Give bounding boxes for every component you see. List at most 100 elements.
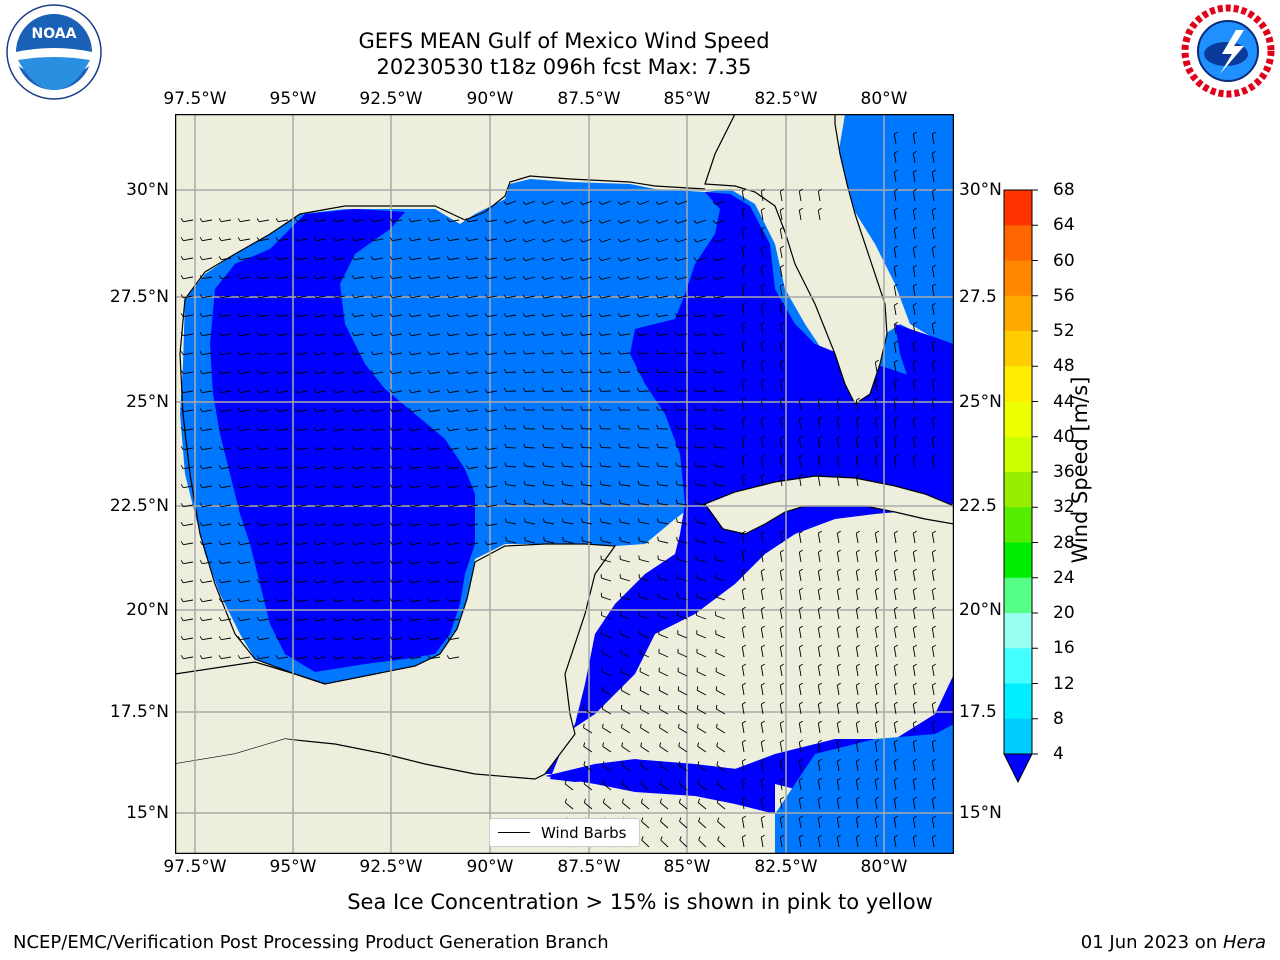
wind-barb <box>912 457 916 468</box>
wind-barb-flag <box>780 416 784 420</box>
wind-barb-flag <box>932 625 936 629</box>
colorbar-segment <box>1004 331 1032 367</box>
wind-barb-flag <box>694 499 697 504</box>
wind-barb-flag <box>351 598 355 602</box>
wind-barb-flag <box>351 560 355 564</box>
wind-barb <box>620 238 631 243</box>
wind-barb <box>392 428 403 432</box>
wind-barb-flag <box>561 424 564 429</box>
wind-barb <box>487 219 498 223</box>
wind-barb <box>741 780 745 791</box>
wind-barb-flag <box>484 408 488 412</box>
wind-barb <box>240 523 251 527</box>
wind-barb <box>779 552 783 563</box>
colorbar-segment <box>1004 472 1032 508</box>
lon-label-top: 80°W <box>860 89 908 109</box>
wind-barb <box>525 219 536 224</box>
wind-barb-flag <box>659 798 662 803</box>
wind-barb <box>836 647 840 658</box>
wind-barb-flag <box>780 454 784 458</box>
wind-barb <box>931 704 935 715</box>
lon-label-top: 90°W <box>466 89 514 109</box>
wind-barb <box>836 609 840 620</box>
wind-barb-flag <box>370 579 374 583</box>
wind-barb-flag <box>617 331 621 336</box>
lat-label-left: 20°N <box>126 600 169 620</box>
wind-barb-flag <box>780 264 784 268</box>
wind-barb <box>931 343 935 354</box>
wind-barb <box>259 656 270 660</box>
wind-barb-flag <box>560 313 564 317</box>
wind-barb <box>202 561 213 565</box>
wind-barb <box>430 504 441 508</box>
wind-barb <box>931 799 935 810</box>
wind-barb-flag <box>522 294 526 299</box>
wind-barb <box>487 542 498 546</box>
wind-barb <box>183 238 194 242</box>
wind-barb <box>741 457 745 468</box>
wind-barb <box>855 685 859 696</box>
wind-barb-flag <box>913 169 917 173</box>
wind-barb <box>639 689 650 696</box>
wind-barb-flag <box>275 617 279 621</box>
wind-barb <box>202 504 213 508</box>
wind-barb <box>779 419 783 430</box>
wind-barb-flag <box>313 313 317 317</box>
wind-barb <box>601 615 612 620</box>
wind-barb <box>855 438 859 449</box>
wind-barb-flag <box>294 218 298 222</box>
wind-barb <box>240 409 251 413</box>
wind-barb <box>836 476 840 487</box>
wind-barb-flag <box>523 462 526 467</box>
wind-barb <box>893 438 897 449</box>
wind-barb <box>335 276 346 280</box>
wind-barb <box>912 818 916 829</box>
wind-barb <box>931 362 935 373</box>
wind-barb <box>335 580 346 584</box>
wind-barb <box>696 219 707 224</box>
wind-barb-flag <box>932 397 936 401</box>
wind-barb-flag <box>313 427 317 431</box>
wind-barb-flag <box>875 359 879 363</box>
wind-barb-flag <box>742 321 746 325</box>
wind-barb <box>912 343 916 354</box>
wind-barb-flag <box>913 663 917 667</box>
wind-barb <box>696 577 707 582</box>
wind-barb-flag <box>408 275 412 279</box>
wind-barb <box>931 552 935 563</box>
wind-barb <box>487 276 498 280</box>
wind-barb-flag <box>799 549 803 553</box>
wind-barb-flag <box>894 606 898 610</box>
wind-barb-flag <box>579 313 583 317</box>
wind-barb <box>221 390 232 394</box>
wind-barb <box>760 533 764 544</box>
yucatan-land <box>175 543 617 854</box>
wind-barb <box>259 618 270 622</box>
wind-barb <box>741 324 745 335</box>
wind-barb-flag <box>655 368 659 373</box>
wind-barb <box>874 647 878 658</box>
wind-barb-flag <box>294 465 298 469</box>
wind-barb-flag <box>742 340 746 344</box>
wind-barb <box>912 210 916 221</box>
wind-barb <box>335 390 346 394</box>
wind-barb-flag <box>237 256 241 260</box>
wind-barb-flag <box>484 465 488 469</box>
wind-barb-flag <box>640 779 643 785</box>
wind-barb <box>716 746 726 753</box>
wind-barb <box>278 409 289 413</box>
wind-barb-flag <box>599 424 602 429</box>
wind-barb-flag <box>780 188 784 192</box>
wind-barb-flag <box>294 408 298 412</box>
wind-barb <box>677 558 688 563</box>
wind-barb-flag <box>932 663 936 667</box>
wind-barb <box>602 783 612 791</box>
wind-barb <box>449 333 460 337</box>
wind-barb <box>658 521 669 525</box>
wind-barb-flag <box>580 406 583 411</box>
wind-barb-flag <box>294 427 298 431</box>
wind-barb-flag <box>583 742 586 747</box>
wind-barb <box>544 352 555 355</box>
wind-barb-flag <box>218 560 222 564</box>
wind-barb-flag <box>332 427 336 431</box>
